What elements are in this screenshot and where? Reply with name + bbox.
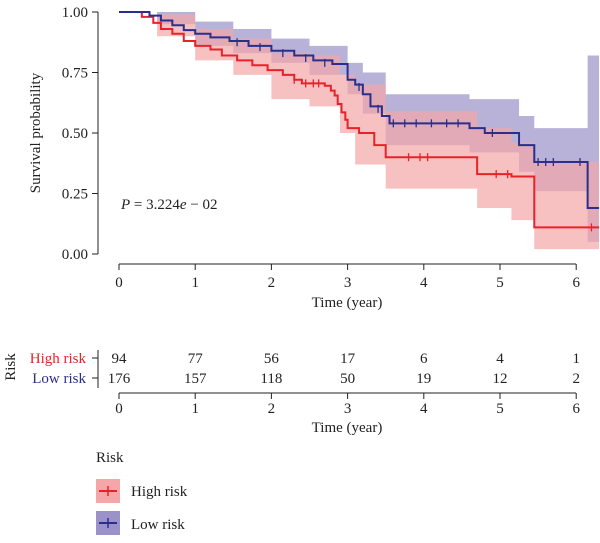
- risk-cell: 6: [420, 351, 428, 367]
- risk-cell: 2: [572, 371, 580, 387]
- x-tick-label: 3: [344, 275, 352, 291]
- risk-cell: 56: [264, 351, 280, 367]
- risk-row-label-low: Low risk: [32, 371, 86, 387]
- y-axis-title: Survival probability: [28, 72, 44, 193]
- risk-table-x-axis-title: Time (year): [312, 420, 383, 436]
- risk-x-tick-label: 2: [268, 401, 276, 417]
- risk-cell: 4: [496, 351, 504, 367]
- confidence-band-low-risk: [119, 12, 600, 242]
- risk-cell: 19: [416, 371, 431, 387]
- risk-x-tick-label: 1: [191, 401, 199, 417]
- risk-cell: 176: [108, 371, 131, 387]
- x-ticks: 0 1 2 3 4 5 6: [115, 264, 580, 291]
- risk-x-tick-label: 4: [420, 401, 428, 417]
- survival-line-low-risk: [119, 11, 600, 210]
- x-tick-label: 1: [191, 275, 199, 291]
- risk-x-tick-label: 5: [496, 401, 504, 417]
- legend-item-low-risk: Low risk: [96, 511, 185, 535]
- legend-item-high-risk: High risk: [96, 479, 188, 503]
- y-tick-label: 0.00: [62, 247, 88, 263]
- y-ticks: 0.00 0.25 0.50 0.75 1.00: [62, 5, 98, 263]
- censor-marks: [236, 38, 593, 232]
- x-tick-label: 0: [115, 275, 123, 291]
- survival-curves: [119, 11, 600, 229]
- y-tick-label: 0.50: [62, 126, 88, 142]
- y-tick-label: 0.75: [62, 66, 88, 82]
- risk-cell: 50: [340, 371, 355, 387]
- y-tick-label: 1.00: [62, 5, 88, 21]
- x-tick-label: 5: [496, 275, 504, 291]
- risk-row-label-high: High risk: [30, 351, 87, 367]
- risk-x-ticks: 0 1 2 3 4 5 6: [115, 393, 580, 417]
- risk-cell: 12: [493, 371, 508, 387]
- risk-cell: 157: [184, 371, 207, 387]
- risk-table-title: Risk: [3, 353, 19, 381]
- legend-label-high-risk: High risk: [131, 484, 188, 500]
- legend-title: Risk: [96, 450, 124, 466]
- x-axis-title: Time (year): [312, 295, 383, 311]
- survival-line-high-risk: [119, 11, 600, 229]
- risk-cell: 77: [188, 351, 204, 367]
- legend: Risk High risk Low risk: [96, 450, 188, 535]
- legend-label-low-risk: Low risk: [131, 517, 185, 533]
- risk-x-tick-label: 3: [344, 401, 352, 417]
- risk-cell: 1: [572, 351, 580, 367]
- y-tick-label: 0.25: [62, 187, 88, 203]
- x-tick-label: 2: [268, 275, 276, 291]
- risk-x-tick-label: 6: [572, 401, 580, 417]
- risk-cell: 118: [260, 371, 282, 387]
- km-plot: 0.00 0.25 0.50 0.75 1.00 0 1 2 3 4 5 6 Survival pr…: [28, 5, 600, 311]
- risk-x-tick-label: 0: [115, 401, 123, 417]
- x-tick-label: 4: [420, 275, 428, 291]
- p-value-annotation: P = 3.224e − 02: [120, 197, 218, 213]
- risk-cell: 17: [340, 351, 356, 367]
- risk-cell: 94: [112, 351, 128, 367]
- x-tick-label: 6: [572, 275, 580, 291]
